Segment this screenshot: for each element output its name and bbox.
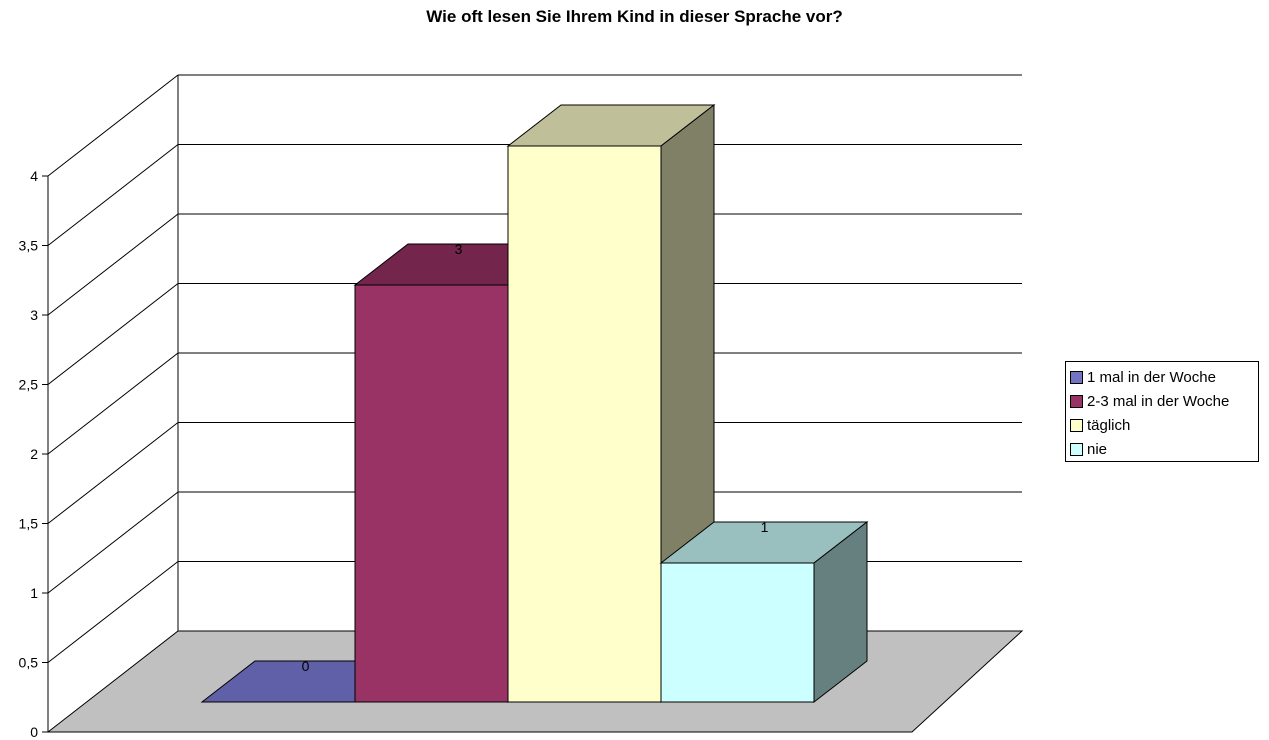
legend-swatch bbox=[1070, 394, 1083, 408]
gridline-side bbox=[47, 491, 179, 594]
y-tick-label: 1,5 bbox=[19, 516, 39, 532]
bar-front bbox=[507, 145, 662, 703]
gridline-side bbox=[47, 422, 179, 524]
chart-title: Wie oft lesen Sie Ihrem Kind in dieser S… bbox=[426, 7, 843, 26]
data-label: 3 bbox=[455, 241, 463, 257]
legend-label: 2-3 mal in der Woche bbox=[1087, 392, 1230, 410]
bar-front bbox=[660, 562, 815, 703]
chart-legend: 1 mal in der Woche 2-3 mal in der Woche … bbox=[1065, 361, 1259, 462]
bar-front bbox=[354, 284, 509, 703]
legend-item: 1 mal in der Woche bbox=[1070, 365, 1258, 389]
y-tick-label: 4 bbox=[30, 168, 38, 184]
gridline-side bbox=[47, 283, 179, 385]
legend-label: nie bbox=[1087, 440, 1108, 458]
gridline-side bbox=[47, 561, 179, 663]
bar-side bbox=[813, 520, 868, 704]
data-label: 0 bbox=[302, 658, 310, 674]
gridline-side bbox=[47, 144, 179, 246]
legend-label: 1 mal in der Woche bbox=[1087, 368, 1216, 386]
y-tick-label: 2 bbox=[30, 446, 38, 462]
legend-swatch bbox=[1070, 370, 1083, 384]
y-tick-label: 2,5 bbox=[19, 377, 39, 393]
y-tick-label: 0 bbox=[30, 724, 38, 740]
gridline-side bbox=[47, 213, 179, 316]
y-tick-label: 3 bbox=[30, 307, 38, 323]
legend-label: täglich bbox=[1087, 416, 1131, 434]
legend-swatch bbox=[1070, 442, 1083, 456]
y-tick-label: 3,5 bbox=[19, 238, 39, 254]
data-label: 1 bbox=[761, 519, 769, 535]
y-tick-label: 1 bbox=[30, 585, 38, 601]
bar-4 bbox=[659, 520, 869, 704]
y-tick-label: 0,5 bbox=[19, 655, 39, 671]
legend-item: täglich bbox=[1070, 413, 1258, 437]
gridline-side bbox=[47, 352, 179, 455]
legend-swatch bbox=[1070, 418, 1083, 432]
legend-item: 2-3 mal in der Woche bbox=[1070, 389, 1258, 413]
legend-item: nie bbox=[1070, 437, 1258, 461]
gridline-side bbox=[47, 74, 179, 177]
